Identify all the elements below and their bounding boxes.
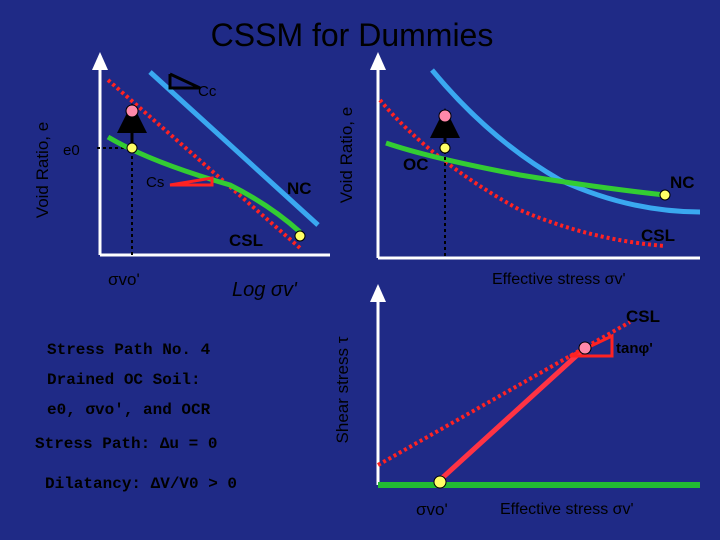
right-bottom-csl-label: CSL bbox=[626, 307, 660, 326]
right-top-y-axis-label: Void Ratio, e bbox=[337, 107, 356, 203]
cs-slope-triangle bbox=[169, 176, 214, 187]
cs-label: Cs bbox=[146, 174, 164, 191]
right-top-x-axis-label: Effective stress σv' bbox=[492, 271, 626, 288]
left-csl-point bbox=[294, 230, 306, 242]
left-csl-label: CSL bbox=[229, 231, 263, 250]
note-line-2: Drained OC Soil: bbox=[47, 371, 201, 389]
right-nc-curve bbox=[430, 68, 701, 215]
right-top-csl-label: CSL bbox=[641, 226, 675, 245]
note-line-1: Stress Path No. 4 bbox=[47, 341, 211, 359]
note-line-4: Stress Path: Δu = 0 bbox=[35, 435, 217, 453]
left-start-point bbox=[126, 142, 138, 154]
right-oc-curve bbox=[385, 140, 666, 198]
right-csl-dotted-curve bbox=[378, 98, 666, 248]
right-top-y-axis-arrow bbox=[370, 52, 386, 70]
right-top-end-point bbox=[438, 109, 452, 123]
note-line-5: Dilatancy: ΔV/V0 > 0 bbox=[45, 475, 237, 493]
right-top-nc-point bbox=[659, 189, 671, 201]
left-y-axis-label: Void Ratio, e bbox=[33, 122, 52, 218]
right-bottom-diagram: Shear stress τ tanφ' CSL σvo' Effective … bbox=[333, 284, 700, 519]
right-bottom-y-axis-label: Shear stress τ bbox=[333, 336, 352, 443]
left-nc-line bbox=[148, 70, 320, 227]
cc-slope-triangle bbox=[168, 72, 201, 90]
right-top-diagram: Void Ratio, e OC NC CSL Effective stress… bbox=[337, 52, 701, 288]
left-csl-dotted-line bbox=[106, 78, 302, 250]
left-sigma-vo-label: σvo' bbox=[108, 270, 140, 289]
e0-label: e0 bbox=[63, 142, 80, 159]
right-bottom-stress-path bbox=[438, 346, 587, 482]
cc-label: Cc bbox=[198, 83, 217, 100]
left-x-axis-label: Log σv' bbox=[232, 279, 298, 301]
left-end-point bbox=[125, 104, 139, 118]
left-diagram: Void Ratio, e Cc e0 Cs NC CSL σvo' Log σ… bbox=[33, 52, 330, 301]
right-bottom-sigma-vo-label: σvo' bbox=[416, 500, 448, 519]
tanphi-label: tanφ' bbox=[616, 340, 653, 357]
note-line-3: e0, σvo', and OCR bbox=[47, 401, 211, 419]
right-bottom-start-point bbox=[433, 475, 447, 489]
slide-title: CSSM for Dummies bbox=[211, 17, 494, 53]
right-bottom-end-point bbox=[578, 341, 592, 355]
failure-envelope-dotted bbox=[377, 320, 631, 467]
notes: Stress Path No. 4 Drained OC Soil: e0, σ… bbox=[35, 341, 237, 493]
right-top-oc-label: OC bbox=[403, 155, 429, 174]
left-nc-label: NC bbox=[287, 179, 312, 198]
right-top-start-point bbox=[439, 142, 451, 154]
right-top-nc-label: NC bbox=[670, 173, 695, 192]
left-y-axis-arrow bbox=[92, 52, 108, 70]
right-bottom-x-axis-label: Effective stress σv' bbox=[500, 501, 634, 518]
right-bottom-y-axis-arrow bbox=[370, 284, 386, 302]
